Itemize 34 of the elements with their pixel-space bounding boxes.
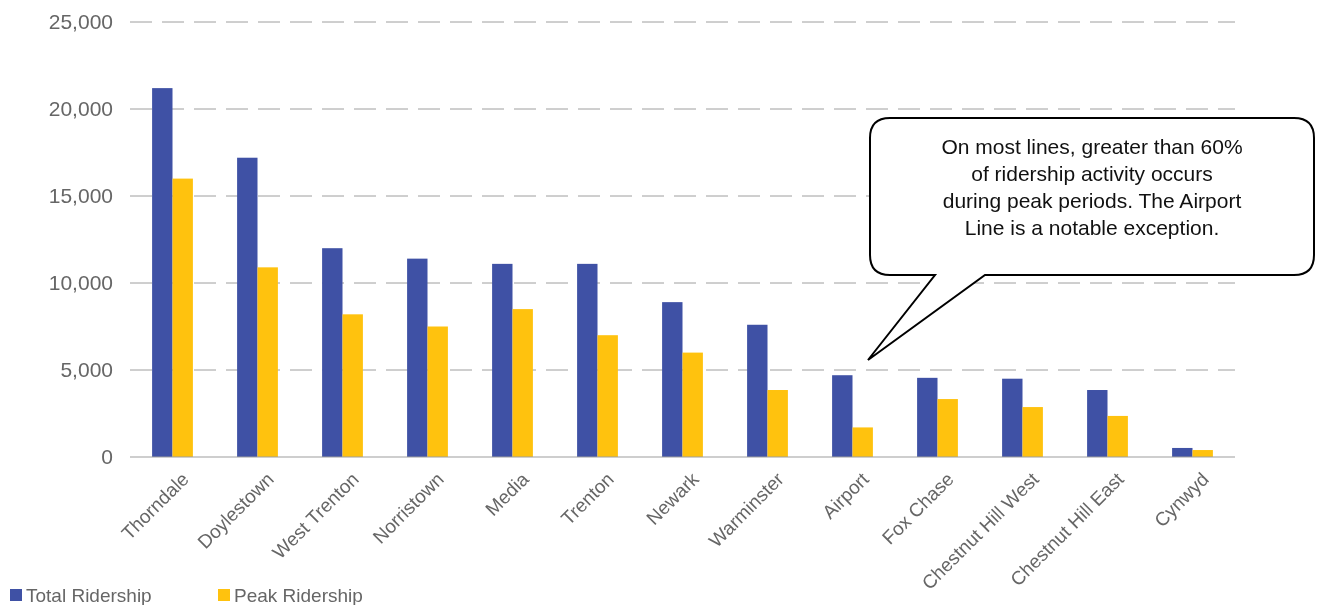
bar <box>832 375 853 457</box>
legend-label: Total Ridership <box>26 584 152 605</box>
y-tick-label: 10,000 <box>48 271 113 295</box>
y-tick-label: 0 <box>101 445 113 469</box>
bar <box>492 263 513 457</box>
bar <box>577 263 598 457</box>
bar <box>1172 447 1193 457</box>
bar <box>682 352 703 457</box>
bar <box>1022 407 1043 457</box>
bar <box>1107 415 1128 457</box>
annotation: On most lines, greater than 60% of ridership activity occurs during peak periods. The Airport Line is a notable exception. <box>941 135 1243 239</box>
bar <box>1087 390 1108 457</box>
bar <box>322 248 343 457</box>
y-tick-label: 15,000 <box>48 184 113 208</box>
bar <box>342 314 363 457</box>
bar <box>917 377 938 457</box>
bar <box>237 157 258 457</box>
y-tick-label: 25,000 <box>48 10 113 34</box>
bar <box>662 302 683 457</box>
bar <box>152 88 173 457</box>
bar <box>172 178 193 457</box>
bar <box>512 309 533 457</box>
bar <box>1002 378 1023 457</box>
y-tick-label: 5,000 <box>60 358 113 382</box>
y-tick-label: 20,000 <box>48 97 113 121</box>
bar <box>852 427 873 457</box>
bar <box>597 335 618 457</box>
bar <box>747 324 768 457</box>
bar <box>427 326 448 457</box>
bar <box>407 258 428 457</box>
bar <box>257 267 278 457</box>
bar <box>767 390 788 457</box>
legend-label: Peak Ridership <box>234 584 363 605</box>
bar <box>937 399 958 457</box>
